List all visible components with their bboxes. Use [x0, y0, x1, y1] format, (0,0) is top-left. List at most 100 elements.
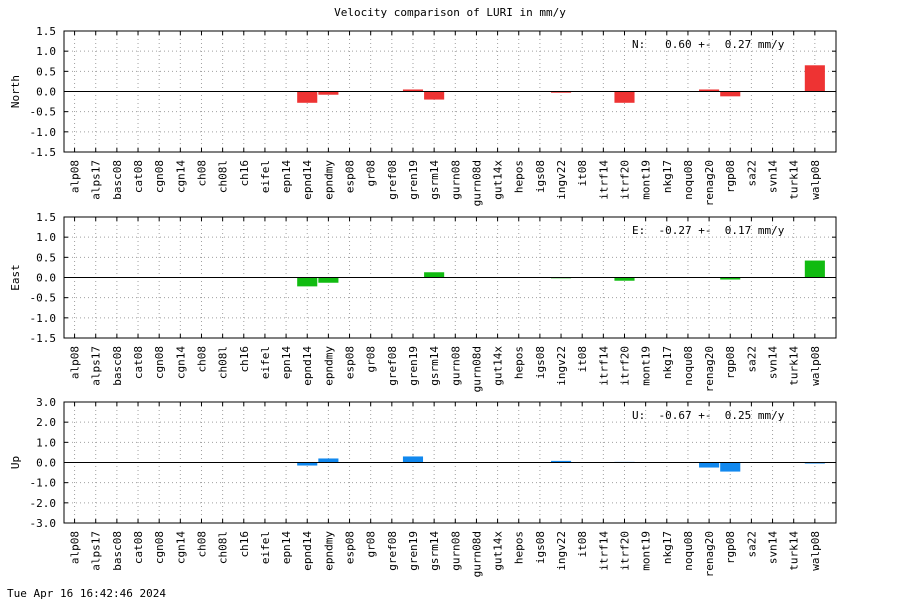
x-tick-label: it08	[576, 160, 589, 187]
plot-frame	[63, 216, 837, 339]
bar-renag20	[699, 89, 720, 92]
x-tick-label: renag20	[703, 160, 716, 206]
x-tick-label: gurn08d	[470, 531, 483, 577]
x-tick-label: esp08	[344, 346, 357, 379]
x-tick-label: cat08	[132, 160, 145, 193]
bar-epndmy	[318, 91, 339, 95]
y-tick-label: 1.0	[36, 231, 56, 244]
x-tick-label: gr08	[365, 531, 378, 558]
x-tick-label: noqu08	[682, 346, 695, 386]
bar-rgp08	[720, 91, 741, 97]
x-tick-label: walp08	[809, 160, 822, 200]
x-tick-label: epn14	[280, 160, 293, 193]
y-tick-label: -1.0	[30, 126, 57, 139]
x-tick-label: gurn08	[449, 531, 462, 571]
y-tick-label: -1.0	[30, 312, 57, 325]
velocity-annotation: E: -0.27 +- 0.17 mm/y	[632, 224, 785, 237]
x-tick-label: nkg17	[661, 160, 674, 193]
x-tick-label: sa22	[745, 531, 758, 558]
x-tick-label: ch16	[238, 346, 251, 373]
x-tick-label: cgn08	[153, 531, 166, 564]
y-tick-label: 0.0	[36, 86, 56, 99]
x-tick-label: nkg17	[661, 531, 674, 564]
y-tick-label: 1.5	[36, 25, 56, 38]
bar-gren19	[402, 456, 424, 463]
y-axis-label: North	[9, 75, 22, 108]
y-tick-label: -1.0	[30, 477, 57, 490]
x-tick-label: ch08	[195, 531, 208, 558]
x-tick-label: ch08l	[217, 160, 230, 193]
plot-frame	[63, 30, 837, 153]
x-tick-label: gref08	[386, 346, 399, 386]
x-tick-label: it08	[576, 346, 589, 373]
x-tick-label: igs08	[534, 531, 547, 564]
x-tick-label: eifel	[259, 346, 272, 379]
x-tick-label: svn14	[767, 346, 780, 379]
x-tick-label: ch08l	[217, 531, 230, 564]
y-tick-label: 0.0	[36, 457, 56, 470]
x-tick-label: gref08	[386, 531, 399, 571]
x-tick-label: gr08	[365, 346, 378, 373]
x-tick-label: mont19	[640, 160, 653, 200]
x-tick-label: walp08	[809, 346, 822, 386]
x-tick-label: ch16	[238, 531, 251, 558]
x-tick-label: gsrm14	[428, 346, 441, 386]
plot-frame	[63, 401, 837, 524]
x-tick-label: noqu08	[682, 531, 695, 571]
x-tick-label: itrf14	[597, 160, 610, 200]
x-tick-label: itrf20	[618, 531, 631, 571]
x-tick-label: gren19	[407, 160, 420, 200]
y-tick-label: -0.5	[30, 106, 57, 119]
x-tick-label: eifel	[259, 160, 272, 193]
panel-east: 1.5 1.0 0.5 0.0 -0.5 -1.0 -1.5 alp08 alps17 basc0…	[9, 211, 837, 392]
y-tick-label: 0.5	[36, 65, 56, 78]
x-tick-label: gren19	[407, 346, 420, 386]
x-tick-label: itrf20	[618, 346, 631, 386]
x-tick-label: noqu08	[682, 160, 695, 200]
x-tick-label: epndmy	[322, 160, 335, 200]
bar-epnd14	[297, 277, 318, 287]
timestamp: Tue Apr 16 16:42:46 2024	[7, 587, 166, 600]
x-tick-label: epnd14	[301, 160, 314, 200]
x-tick-label: epn14	[280, 346, 293, 379]
bar-epndmy	[318, 277, 339, 283]
x-tick-label: gurn08d	[470, 346, 483, 392]
x-tick-label: rgp08	[724, 531, 737, 564]
x-tick-label: epnd14	[301, 531, 314, 571]
panel-up: 3.0 2.0 1.0 0.0 -1.0 -2.0 -3.0 alp08 alps17 basc0…	[9, 396, 837, 577]
x-tick-label: alps17	[90, 531, 103, 571]
x-tick-label: basc08	[111, 531, 124, 571]
x-tick-label: alps17	[90, 346, 103, 386]
y-tick-label: -2.0	[30, 497, 57, 510]
panel-north: 1.5 1.0 0.5 0.0 -0.5 -1.0 -1.5 alp08 alps17 basc0…	[9, 25, 837, 206]
y-tick-label: -1.5	[30, 146, 57, 159]
y-axis-label: Up	[9, 456, 22, 469]
x-tick-label: walp08	[809, 531, 822, 571]
bar-gsrm14	[424, 91, 445, 100]
bar-epndmy	[318, 458, 339, 463]
y-tick-label: 0.0	[36, 272, 56, 285]
bar-ingv22	[550, 460, 572, 463]
x-tick-label: svn14	[767, 160, 780, 193]
y-tick-label: 3.0	[36, 396, 56, 409]
x-tick-label: sa22	[745, 160, 758, 187]
x-tick-label: gurn08	[449, 160, 462, 200]
bar-rgp08	[720, 277, 741, 280]
bar-walp08	[804, 260, 825, 278]
x-tick-label: gut14x	[492, 531, 505, 571]
bar-renag20	[699, 462, 720, 468]
x-tick-label: cgn08	[153, 346, 166, 379]
x-tick-label: cgn14	[174, 160, 187, 193]
bar-ingv22	[550, 91, 572, 93]
x-tick-label: ingv22	[555, 346, 568, 386]
x-tick-label: gut14x	[492, 160, 505, 200]
x-tick-label: gr08	[365, 160, 378, 187]
x-tick-label: cat08	[132, 346, 145, 379]
x-tick-label: esp08	[344, 531, 357, 564]
x-tick-label: turk14	[788, 531, 801, 571]
bar-rgp08	[720, 462, 741, 472]
velocity-annotation: U: -0.67 +- 0.25 mm/y	[632, 409, 785, 422]
y-tick-label: -1.5	[30, 332, 57, 345]
x-tick-label: svn14	[767, 531, 780, 564]
